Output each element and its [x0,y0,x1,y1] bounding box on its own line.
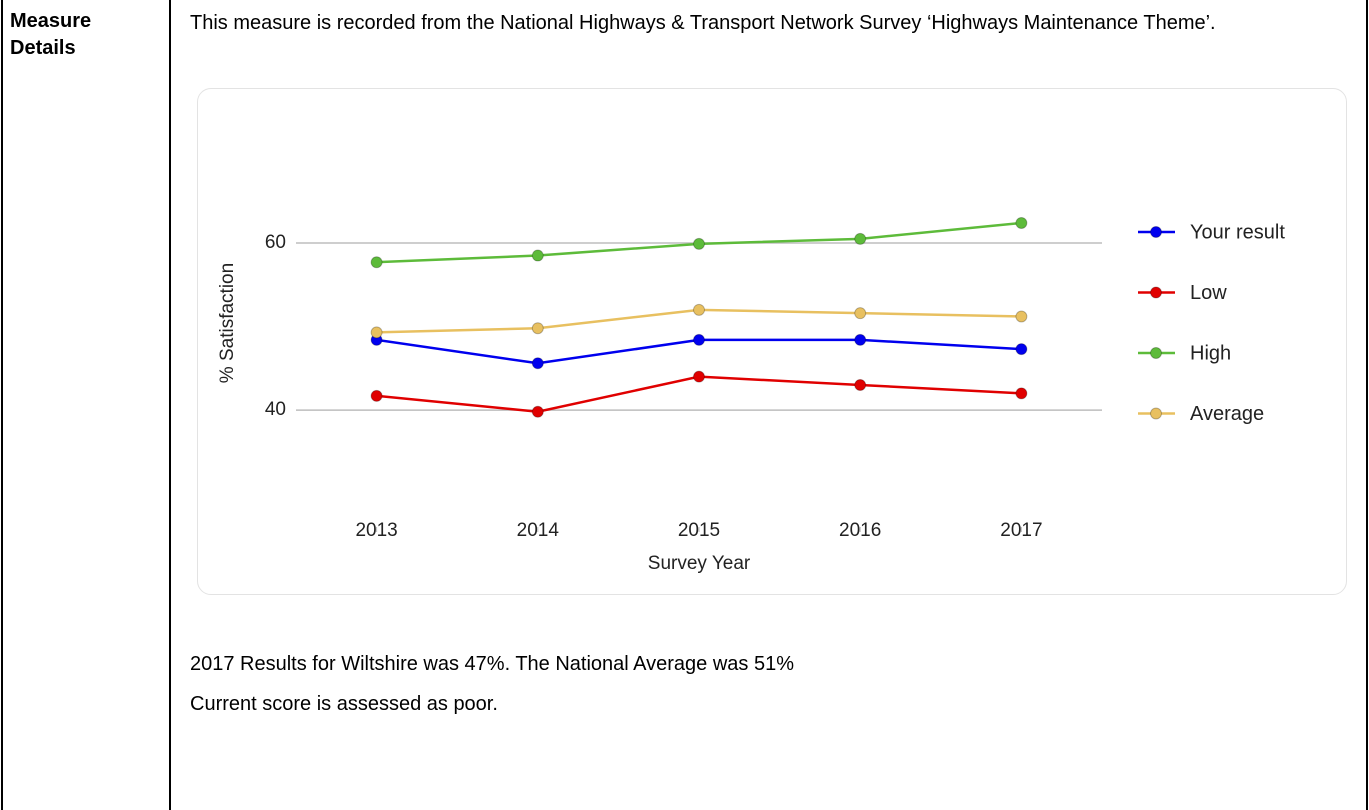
point [531,405,544,418]
legend-label: Your result [1190,221,1285,243]
point [531,357,544,370]
point [693,370,705,383]
point [1015,310,1028,323]
point [1015,343,1028,356]
point [693,303,705,316]
point [1015,387,1028,400]
table-border [1,0,3,810]
table-border [169,0,171,810]
legend-marker [1150,226,1162,238]
legend-label: High [1190,342,1231,364]
chart-card [197,88,1347,595]
point [370,326,383,339]
legend-label: Average [1190,403,1264,425]
x-tick-label: 2014 [517,520,560,541]
point [531,322,544,335]
x-tick-label: 2013 [355,520,397,541]
x-tick-label: 2017 [1000,520,1042,541]
point [854,379,867,392]
x-tick-label: 2016 [839,520,881,541]
legend-marker [1150,407,1162,420]
point [531,249,544,262]
point [693,333,705,346]
point [854,232,867,245]
point [854,307,867,320]
row-label: Measure Details [10,10,92,59]
y-axis-title: % Satisfaction [217,263,238,383]
legend-marker [1150,286,1162,299]
x-axis-title: Survey Year [648,553,751,574]
legend-marker [1150,347,1162,359]
point [693,237,705,250]
note: 2017 Results for Wiltshire was 47%. The … [190,653,795,675]
y-tick-label: 40 [265,399,286,420]
note: Current score is assessed as poor. [190,693,498,715]
intro-text: This measure is recorded from the Nation… [190,12,1216,34]
table-border [1366,0,1368,810]
point [1015,216,1028,229]
x-tick-label: 2015 [678,520,720,541]
point [854,333,867,346]
y-tick-label: 60 [265,232,286,253]
point [370,389,383,402]
legend-label: Low [1190,282,1227,304]
point [370,256,383,269]
